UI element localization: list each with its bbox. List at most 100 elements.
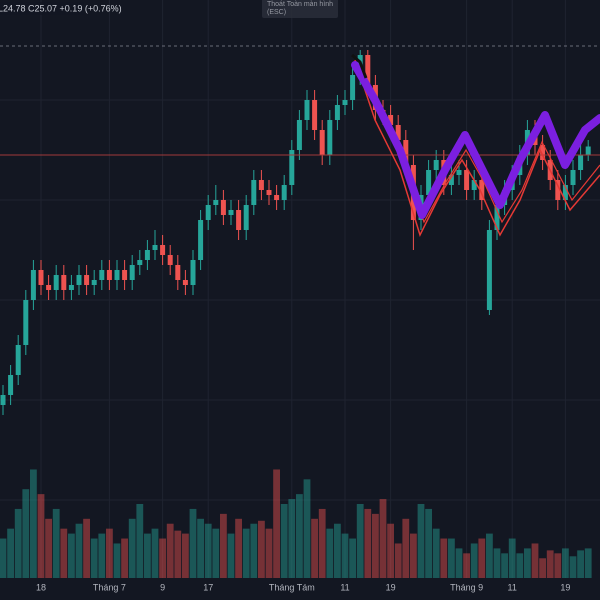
x-tick-label: 19 <box>560 582 570 592</box>
x-tick-label: 17 <box>203 582 213 592</box>
volume-bar <box>379 499 387 578</box>
candle-body <box>312 100 318 130</box>
volume-bar <box>52 508 60 578</box>
candle-body <box>30 270 36 300</box>
x-tick-label: Tháng 9 <box>450 582 483 592</box>
volume-bar <box>387 523 394 578</box>
volume-bar <box>539 558 546 578</box>
volume-bar <box>166 523 174 578</box>
volume-bar <box>303 479 311 578</box>
candle-body <box>205 205 211 220</box>
drawing-mark[interactable] <box>351 53 368 79</box>
volume-bar <box>68 533 75 578</box>
volume-bar <box>288 499 296 578</box>
volume-bar <box>341 533 349 578</box>
volume-bar <box>372 513 379 578</box>
candle-body <box>486 230 492 310</box>
volume-bar <box>318 508 326 578</box>
candle-body <box>160 245 166 255</box>
candle-body <box>53 275 59 290</box>
candle-body <box>152 245 158 250</box>
x-tick-label: 9 <box>160 582 165 592</box>
volume-bar <box>242 528 250 578</box>
candle-body <box>555 180 561 200</box>
volume-bar <box>478 538 486 578</box>
volume-bar <box>22 489 30 578</box>
volume-bar <box>220 513 227 578</box>
volume-bar <box>30 469 37 578</box>
volume-bar <box>296 494 303 578</box>
candle-body <box>403 140 409 165</box>
volume-bar <box>486 533 493 578</box>
volume-bar <box>394 543 402 578</box>
candle-body <box>342 100 348 105</box>
volume-bar <box>463 553 470 578</box>
drawing-zigzag[interactable] <box>351 61 600 219</box>
candle-body <box>84 275 90 285</box>
candle-body <box>456 170 462 175</box>
candle-body <box>0 395 6 405</box>
volume-bar <box>569 556 577 578</box>
candle-body <box>471 180 477 190</box>
candle-body <box>76 275 82 285</box>
candle-body <box>228 210 234 215</box>
candle-body <box>281 185 287 200</box>
candle-body <box>198 220 204 260</box>
candle-body <box>266 190 272 195</box>
volume-bar <box>45 518 52 578</box>
candle-body <box>106 270 112 280</box>
x-tick-label: 11 <box>508 582 517 592</box>
volume-bar <box>128 518 136 578</box>
volume-bar <box>60 528 68 578</box>
volume-bar <box>577 550 584 578</box>
volume-bar <box>235 518 242 578</box>
candle-body <box>236 210 242 230</box>
candle-body <box>388 115 394 125</box>
grid <box>0 99 600 501</box>
volume-bar <box>159 538 166 578</box>
tooltip-shortcut: (ESC) <box>267 9 286 16</box>
candle-body <box>144 250 150 260</box>
tooltip-title: Thoát Toàn màn hình <box>267 1 333 8</box>
volume-bar <box>524 548 531 578</box>
volume-bar <box>113 543 121 578</box>
candle-body <box>99 270 105 280</box>
volume-bar <box>410 533 417 578</box>
volume-bar <box>508 538 516 578</box>
candle-body <box>494 205 500 230</box>
volume-bar <box>402 518 410 578</box>
volume-bar <box>531 543 539 578</box>
volume-bar <box>440 538 448 578</box>
volume-bar <box>75 523 83 578</box>
candle-body <box>365 55 371 85</box>
volume-bar <box>144 533 151 578</box>
candle-body <box>578 155 584 170</box>
candle-body <box>334 105 340 120</box>
volume-bar <box>182 533 189 578</box>
volume-bar <box>470 543 478 578</box>
ohlc-legend: L24.78 C25.07 +0.19 (+0.76%) <box>0 3 122 13</box>
candle-body <box>479 180 485 200</box>
volume-bar <box>448 538 455 578</box>
candle-body <box>114 270 120 280</box>
x-tick-label: 11 <box>340 582 349 592</box>
candle-body <box>448 175 454 185</box>
volume-bar <box>326 528 334 578</box>
candle-body <box>243 205 249 230</box>
volume-bar <box>136 504 144 578</box>
tooltip[interactable] <box>262 0 338 18</box>
volume-bar <box>258 520 265 578</box>
candle-body <box>274 195 280 200</box>
volume-bar <box>7 528 14 578</box>
candle-body <box>61 275 67 290</box>
volume-layer <box>0 469 592 578</box>
volume-bar <box>554 553 562 578</box>
drawing-line[interactable] <box>354 59 600 238</box>
volume-bar <box>106 528 113 578</box>
candle-body <box>137 260 143 265</box>
volume-bar <box>121 538 128 578</box>
volume-bar <box>265 528 273 578</box>
volume-bar <box>562 548 569 578</box>
